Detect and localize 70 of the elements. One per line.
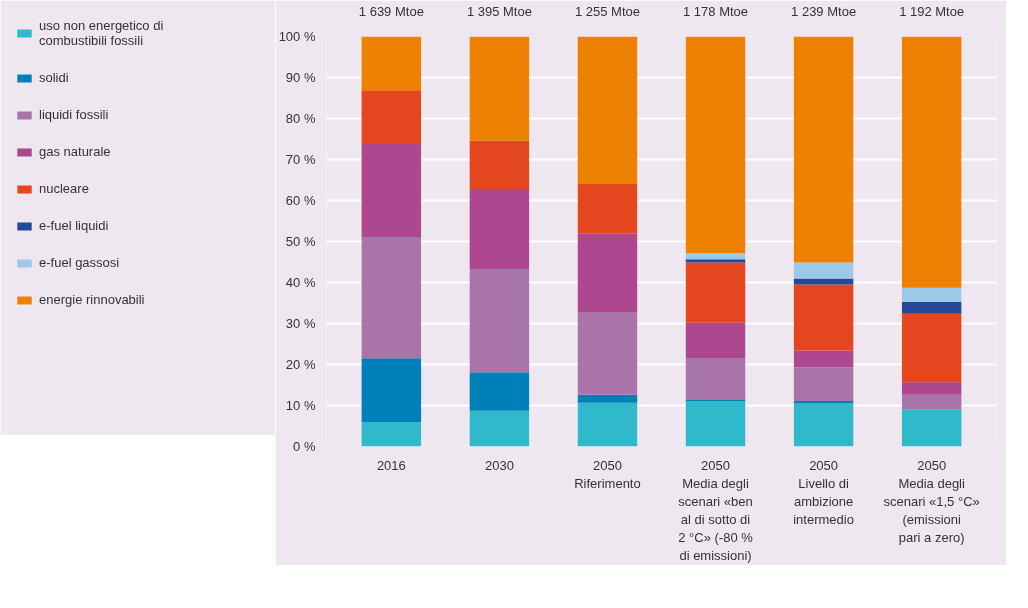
bar bbox=[685, 357, 746, 400]
x-tick-label: 2050 Livello di ambizione intermedio bbox=[793, 457, 854, 527]
legend-label: nucleare bbox=[39, 181, 89, 197]
bar bbox=[901, 301, 962, 314]
bar bbox=[361, 358, 422, 423]
y-tick-label: 20 % bbox=[285, 357, 316, 372]
x-tick-label: 2050 Media degli scenari «ben al di sotto di 2 °C» (-80 % di emissioni) bbox=[678, 457, 754, 563]
bar bbox=[793, 278, 854, 285]
bar bbox=[901, 409, 962, 447]
bar bbox=[685, 36, 746, 253]
legend-label: uso non energetico di combustibili fossili bbox=[39, 18, 164, 49]
x-tick-label: 2030 bbox=[484, 457, 514, 473]
bar bbox=[685, 252, 746, 260]
x-tick-label: 2050 Riferimento bbox=[574, 457, 641, 491]
bar bbox=[901, 382, 962, 395]
bar bbox=[469, 140, 530, 190]
bar bbox=[577, 233, 638, 313]
y-tick-label: 50 % bbox=[285, 234, 316, 249]
bar bbox=[577, 184, 638, 234]
y-tick-label: 60 % bbox=[285, 193, 316, 208]
bar bbox=[469, 36, 530, 141]
legend-label: liquidi fossili bbox=[39, 107, 109, 123]
bar bbox=[793, 262, 854, 279]
bar bbox=[793, 284, 854, 351]
y-tick-label: 70 % bbox=[285, 152, 316, 167]
y-tick-label: 10 % bbox=[285, 398, 316, 413]
bar bbox=[793, 350, 854, 368]
bar bbox=[901, 313, 962, 383]
x-tick-label: 2050 Media degli scenari «1,5 °C» (emissioni pari a zero) bbox=[883, 457, 980, 545]
bar bbox=[361, 236, 422, 359]
y-tick-label: 100 % bbox=[278, 29, 316, 44]
y-tick-label: 30 % bbox=[285, 316, 316, 331]
bar bbox=[901, 287, 962, 302]
bar bbox=[469, 372, 530, 411]
legend-label: solidi bbox=[39, 70, 69, 86]
bar bbox=[793, 36, 854, 263]
legend-label: gas naturale bbox=[39, 144, 111, 160]
y-tick-label: 90 % bbox=[285, 70, 316, 85]
legend-label: e-fuel gassosi bbox=[39, 255, 120, 271]
bar bbox=[469, 268, 530, 373]
text: 1 395 Mtoe bbox=[466, 3, 532, 19]
text: 1 178 Mtoe bbox=[683, 3, 749, 19]
bar bbox=[577, 394, 638, 403]
y-tick-label: 80 % bbox=[285, 111, 316, 126]
bar bbox=[685, 262, 746, 323]
bar bbox=[469, 410, 530, 447]
bar bbox=[577, 36, 638, 185]
bar bbox=[685, 259, 746, 263]
bar bbox=[685, 400, 746, 447]
bar bbox=[469, 189, 530, 269]
legend-label: e-fuel liquidi bbox=[39, 218, 109, 234]
text: 1 192 Mtoe bbox=[899, 3, 965, 19]
text: 1 639 Mtoe bbox=[358, 3, 424, 19]
legend-label: energie rinnovabili bbox=[39, 292, 145, 308]
bar bbox=[361, 36, 422, 91]
bar bbox=[361, 422, 422, 447]
y-tick-label: 0 % bbox=[293, 439, 316, 454]
bar bbox=[685, 322, 746, 358]
bar bbox=[577, 312, 638, 395]
text: 1 255 Mtoe bbox=[574, 3, 640, 19]
bar bbox=[793, 367, 854, 401]
bar bbox=[793, 403, 854, 447]
bar bbox=[361, 143, 422, 237]
bar bbox=[901, 36, 962, 288]
bar bbox=[361, 90, 422, 144]
bar bbox=[901, 394, 962, 410]
bar bbox=[577, 402, 638, 447]
y-tick-label: 40 % bbox=[285, 275, 316, 290]
x-tick-label: 2016 bbox=[376, 457, 406, 473]
text: 1 239 Mtoe bbox=[791, 3, 857, 19]
